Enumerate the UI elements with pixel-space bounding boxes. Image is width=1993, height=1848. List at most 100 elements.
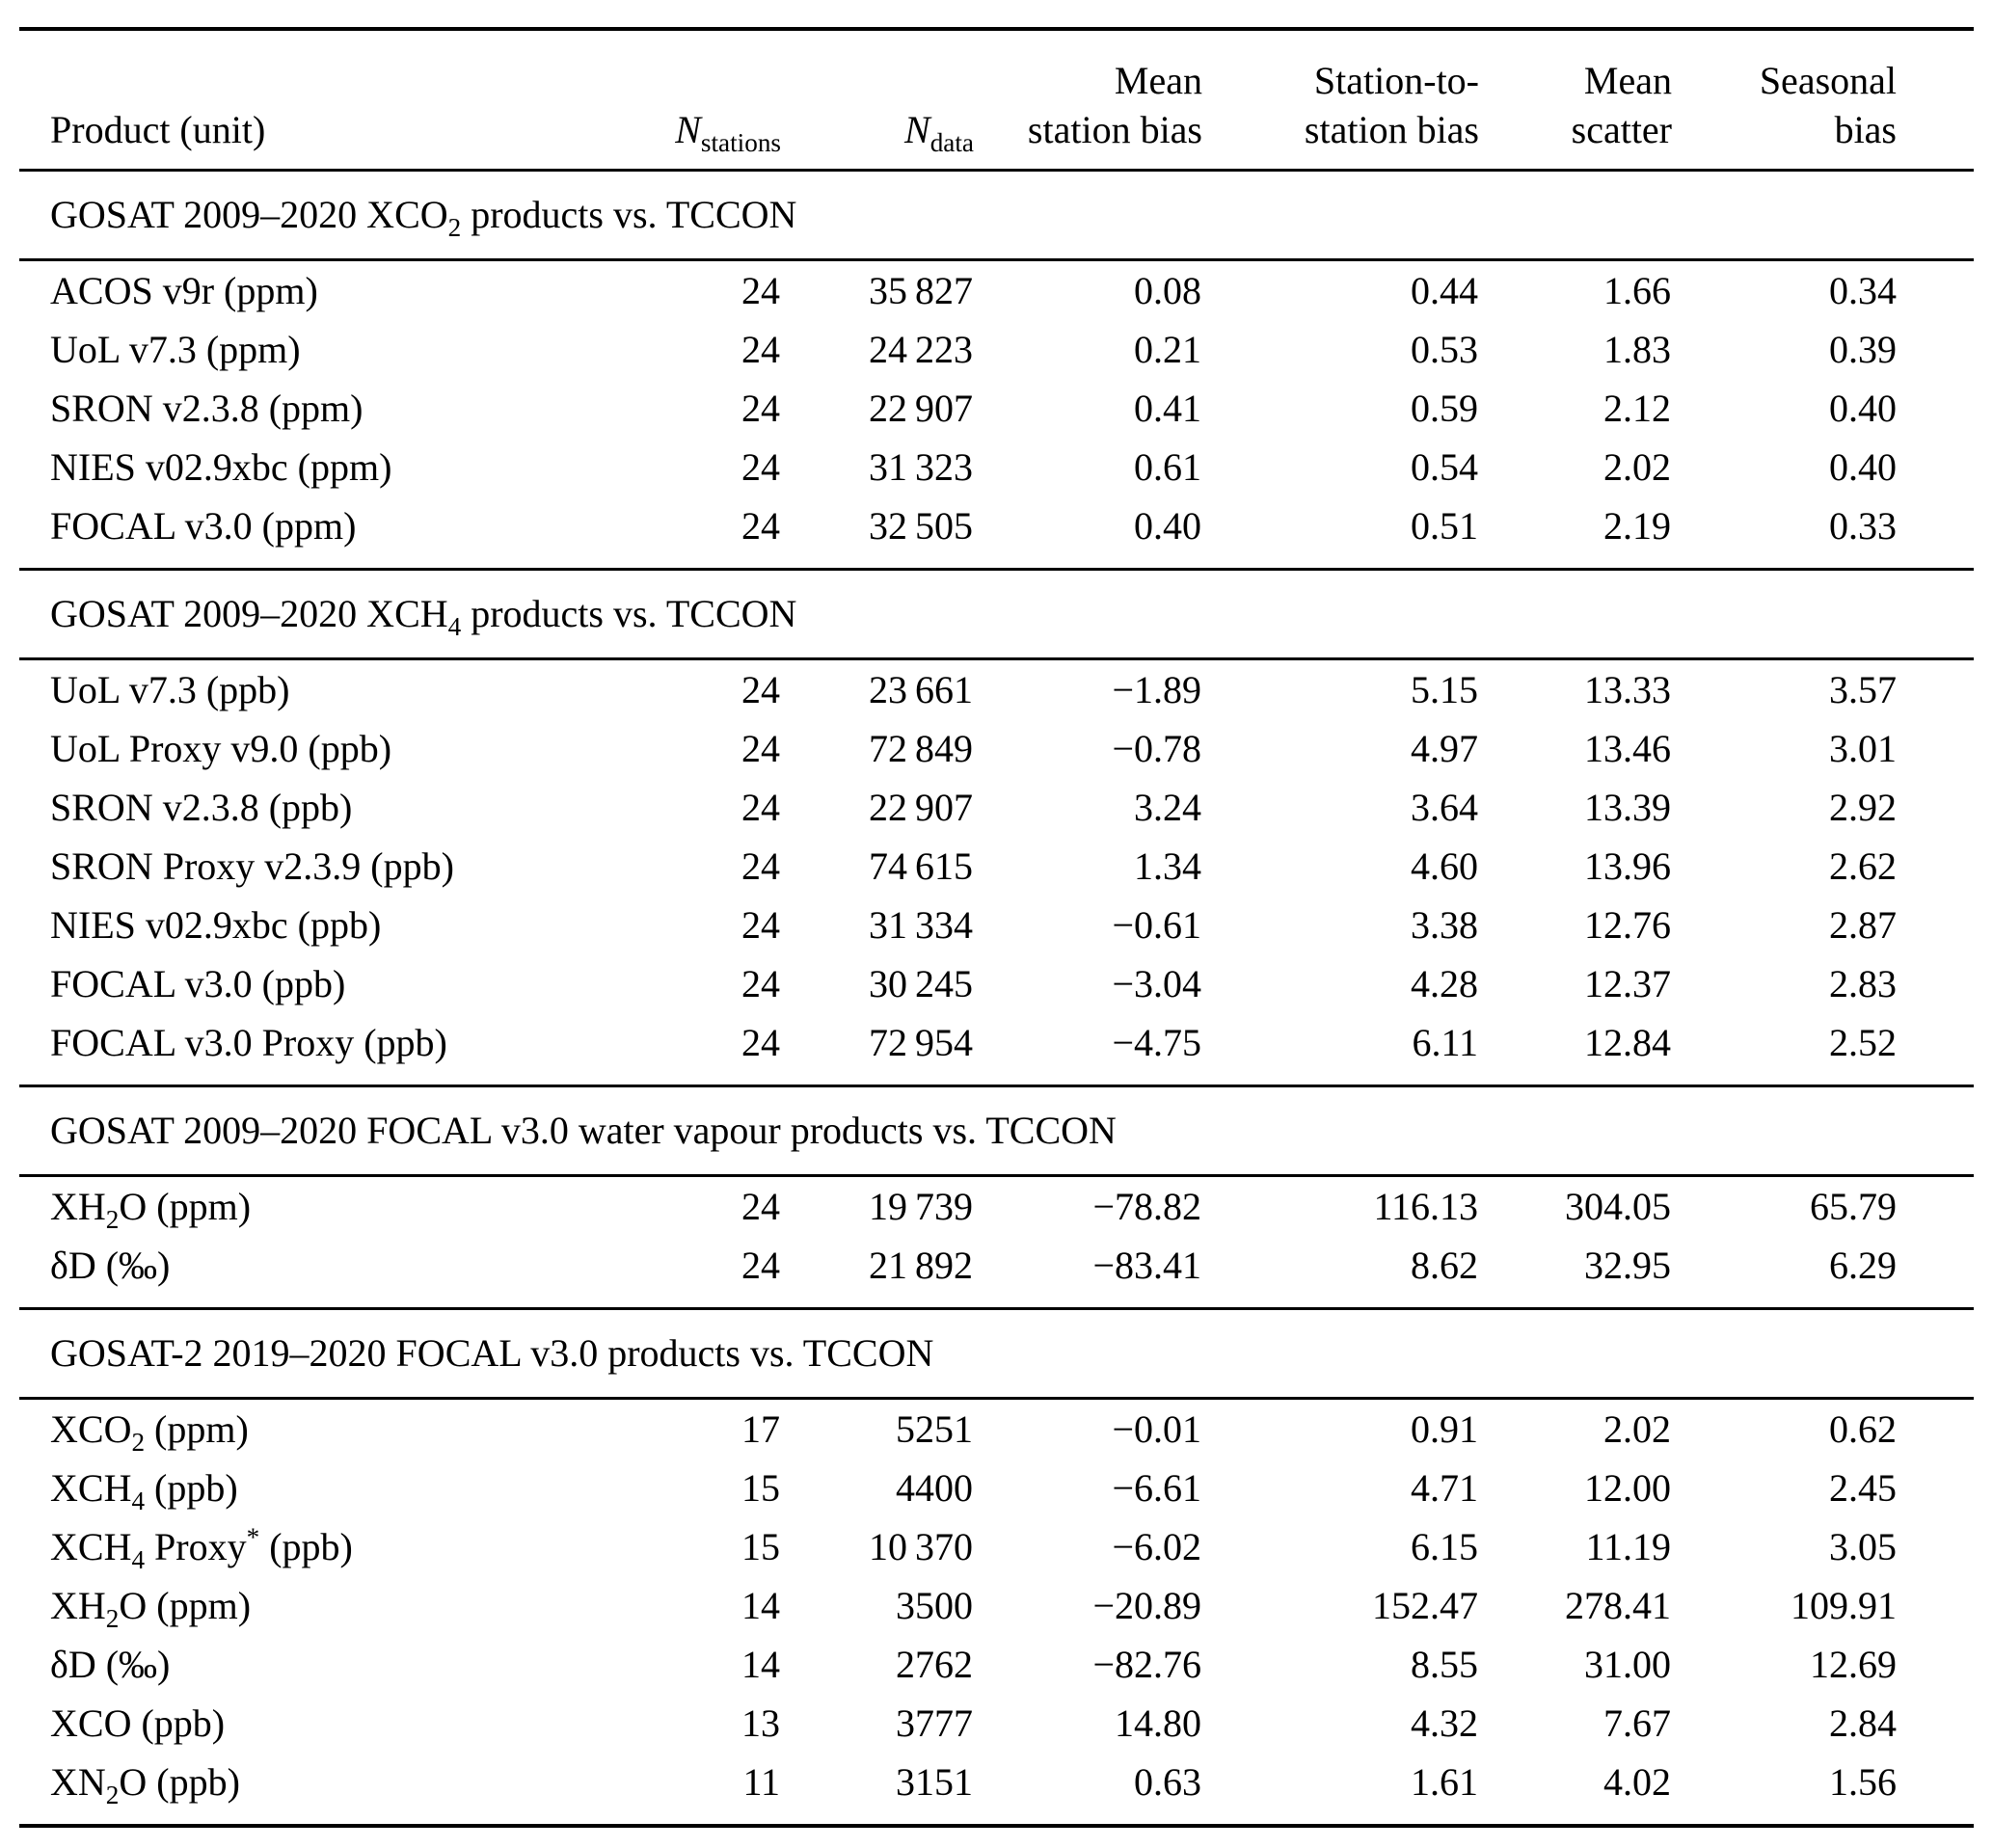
product-cell: FOCAL v3.0 Proxy (ppb) [50,1021,447,1064]
table-row: FOCAL v3.0 Proxy (ppb) 24 72 954 −4.75 6.11 1… [19,1013,1974,1086]
value-cell-mean-station-bias: 0.21 [1134,328,1201,371]
value-cell-mean-scatter: 2.12 [1603,387,1671,430]
value-cell-mean-scatter: 13.46 [1584,727,1671,770]
table-row: SRON Proxy v2.3.9 (ppb) 24 74 615 1.34 4.60 1… [19,837,1974,896]
value-cell-mean-station-bias: 3.24 [1134,786,1201,829]
value-cell-n-stations: 14 [741,1643,780,1686]
value-cell-mean-station-bias: 0.63 [1134,1760,1201,1804]
value-cell-n-stations: 24 [741,903,780,947]
value-cell-seasonal-bias: 0.33 [1829,504,1897,548]
value-cell-mean-station-bias: −3.04 [1112,962,1201,1005]
table-row: FOCAL v3.0 (ppm) 24 32 505 0.40 0.51 2.19 0.33 [19,496,1974,570]
value-cell-n-data: 31 323 [868,445,973,489]
table-row: δD (‰) 24 21 892 −83.41 8.62 32.95 6.29 [19,1236,1974,1309]
value-cell-n-data: 4400 [896,1466,973,1510]
value-cell-mean-scatter: 2.02 [1603,445,1671,489]
table-row: NIES v02.9xbc (ppb) 24 31 334 −0.61 3.38 12.7… [19,896,1974,954]
product-cell: δD (‰) [50,1244,171,1287]
value-cell-mean-scatter: 12.00 [1584,1466,1671,1510]
section-header-row: GOSAT-2 2019–2020 FOCAL v3.0 products vs… [19,1307,1974,1400]
value-cell-n-stations: 24 [741,786,780,829]
validation-results-table: Product (unit) Nstations Ndata Mean station … [19,27,1974,1828]
value-cell-n-stations: 24 [741,269,780,312]
table-row: UoL v7.3 (ppb) 24 23 661 −1.89 5.15 13.33 3.57 [19,659,1974,720]
table-row: FOCAL v3.0 (ppb) 24 30 245 −3.04 4.28 12.37 2.… [19,954,1974,1013]
product-cell: NIES v02.9xbc (ppb) [50,903,382,947]
value-cell-station-to-station-bias: 6.15 [1411,1525,1478,1568]
table-row: SRON v2.3.8 (ppm) 24 22 907 0.41 0.59 2.12 0.4… [19,379,1974,438]
product-cell: XH2O (ppm) [50,1185,252,1234]
value-cell-n-stations: 15 [741,1466,780,1510]
value-cell-mean-station-bias: −6.02 [1112,1525,1201,1568]
table-row: SRON v2.3.8 (ppb) 24 22 907 3.24 3.64 13.39 2.… [19,778,1974,837]
value-cell-station-to-station-bias: 4.32 [1411,1701,1478,1745]
value-cell-station-to-station-bias: 0.91 [1411,1407,1478,1451]
section-header-row: GOSAT 2009–2020 XCH4 products vs. TCCON [19,568,1974,660]
product-cell: ACOS v9r (ppm) [50,269,318,312]
value-cell-mean-station-bias: −6.61 [1112,1466,1201,1510]
value-cell-seasonal-bias: 0.40 [1829,387,1897,430]
column-header-product: Product (unit) [19,29,559,172]
table-row: XCO2 (ppm) 17 5251 −0.01 0.91 2.02 0.62 [19,1399,1974,1460]
section-title: GOSAT-2 2019–2020 FOCAL v3.0 products vs… [19,1307,1974,1400]
value-cell-mean-scatter: 1.66 [1603,269,1671,312]
value-cell-seasonal-bias: 2.92 [1829,786,1897,829]
value-cell-station-to-station-bias: 4.28 [1411,962,1478,1005]
value-cell-n-data: 72 954 [868,1021,973,1064]
product-cell: SRON v2.3.8 (ppm) [50,387,364,430]
value-cell-mean-scatter: 2.19 [1603,504,1671,548]
section-title: GOSAT 2009–2020 FOCAL v3.0 water vapour … [19,1085,1974,1177]
value-cell-n-stations: 24 [741,504,780,548]
value-cell-n-data: 31 334 [868,903,973,947]
column-header-station-to-station-bias: Station-to-station bias [1202,29,1479,172]
value-cell-seasonal-bias: 2.87 [1829,903,1897,947]
value-cell-station-to-station-bias: 152.47 [1372,1584,1478,1627]
table-row: XH2O (ppm) 24 19 739 −78.82 116.13 304.05 65.7… [19,1176,1974,1237]
value-cell-n-stations: 13 [741,1701,780,1745]
value-cell-mean-scatter: 2.02 [1603,1407,1671,1451]
value-cell-mean-scatter: 7.67 [1603,1701,1671,1745]
product-cell: XCH4 (ppb) [50,1466,238,1515]
value-cell-mean-scatter: 4.02 [1603,1760,1671,1804]
value-cell-n-stations: 24 [741,1021,780,1064]
section-header-row: GOSAT 2009–2020 FOCAL v3.0 water vapour … [19,1085,1974,1177]
table-header: Product (unit) Nstations Ndata Mean station … [19,29,1974,172]
column-header-seasonal-bias: Seasonal bias [1672,29,1974,172]
value-cell-seasonal-bias: 1.56 [1829,1760,1897,1804]
table-row: XCH4 Proxy* (ppb) 15 10 370 −6.02 6.15 11.19 3… [19,1517,1974,1576]
column-header-n-stations: Nstations [559,29,781,172]
product-cell: FOCAL v3.0 (ppm) [50,504,357,548]
value-cell-station-to-station-bias: 4.60 [1411,844,1478,888]
value-cell-n-stations: 24 [741,387,780,430]
value-cell-station-to-station-bias: 4.71 [1411,1466,1478,1510]
value-cell-mean-station-bias: −0.01 [1112,1407,1201,1451]
table-row: ACOS v9r (ppm) 24 35 827 0.08 0.44 1.66 0.34 [19,260,1974,321]
section-title: GOSAT 2009–2020 XCH4 products vs. TCCON [19,568,1974,660]
table-section-2: GOSAT 2009–2020 XCH4 products vs. TCCON U… [19,568,1974,1086]
table-row: UoL Proxy v9.0 (ppb) 24 72 849 −0.78 4.97 13.… [19,719,1974,778]
value-cell-mean-station-bias: −1.89 [1112,668,1201,711]
value-cell-mean-scatter: 13.39 [1584,786,1671,829]
value-cell-station-to-station-bias: 3.38 [1411,903,1478,947]
column-header-mean-scatter: Mean scatter [1479,29,1672,172]
value-cell-mean-station-bias: −82.76 [1092,1643,1201,1686]
table-section-1: GOSAT 2009–2020 XCO2 products vs. TCCON A… [19,169,1974,570]
value-cell-seasonal-bias: 2.45 [1829,1466,1897,1510]
table-header-row: Product (unit) Nstations Ndata Mean station … [19,29,1974,172]
table-row: XCO (ppb) 13 3777 14.80 4.32 7.67 2.84 [19,1694,1974,1753]
value-cell-seasonal-bias: 0.40 [1829,445,1897,489]
value-cell-mean-station-bias: −83.41 [1092,1244,1201,1287]
table-row: XN2O (ppb) 11 3151 0.63 1.61 4.02 1.56 [19,1753,1974,1826]
product-cell: SRON Proxy v2.3.9 (ppb) [50,844,454,888]
value-cell-n-stations: 17 [741,1407,780,1451]
value-cell-seasonal-bias: 0.34 [1829,269,1897,312]
value-cell-n-data: 72 849 [868,727,973,770]
value-cell-seasonal-bias: 65.79 [1810,1185,1897,1228]
value-cell-n-data: 5251 [896,1407,973,1451]
value-cell-station-to-station-bias: 4.97 [1411,727,1478,770]
value-cell-n-data: 35 827 [868,269,973,312]
product-cell: NIES v02.9xbc (ppm) [50,445,392,489]
value-cell-seasonal-bias: 2.52 [1829,1021,1897,1064]
value-cell-seasonal-bias: 0.39 [1829,328,1897,371]
